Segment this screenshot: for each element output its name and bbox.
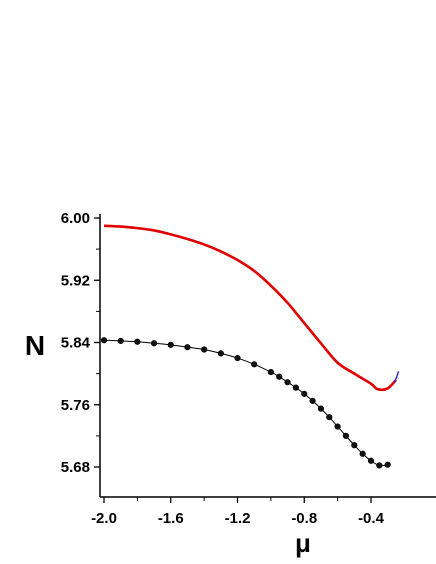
y-tick-label: 6.00 [61, 210, 90, 227]
curve-tail-segment [393, 371, 400, 383]
data-point-marker [359, 450, 366, 457]
data-point-marker [351, 442, 358, 449]
x-axis-title: μ [295, 528, 311, 558]
y-tick-label: 5.84 [61, 335, 91, 352]
data-point-marker [276, 373, 283, 380]
data-point-marker [334, 423, 341, 430]
data-point-marker [376, 462, 383, 469]
data-point-marker [150, 340, 158, 347]
series-black-line [103, 339, 388, 467]
data-point-marker [367, 457, 375, 464]
data-point-marker [234, 354, 241, 362]
y-tick-label: 5.92 [61, 272, 90, 289]
data-point-marker [292, 384, 300, 391]
data-point-marker [267, 368, 274, 376]
x-tick-label: -0.4 [358, 510, 385, 527]
x-tick-label: -1.2 [225, 510, 251, 527]
data-point-marker [317, 405, 325, 412]
data-point-marker [201, 346, 208, 353]
data-point-marker [167, 341, 174, 348]
x-tick-label: -1.6 [158, 510, 184, 527]
data-point-marker [384, 461, 391, 468]
series-red-line [103, 224, 398, 391]
y-axis-title: N [25, 330, 45, 361]
data-point-marker [117, 337, 124, 345]
y-tick-label: 5.68 [61, 459, 90, 476]
data-point-marker [284, 379, 291, 386]
data-point-marker [301, 390, 308, 397]
data-point-marker [134, 338, 141, 345]
data-point-marker [342, 432, 350, 439]
y-tick-label: 5.76 [61, 397, 90, 414]
data-point-marker [251, 361, 258, 368]
data-point-marker [326, 414, 333, 421]
data-point-marker [217, 350, 224, 357]
data-point-marker [309, 397, 316, 404]
x-tick-label: -2.0 [91, 510, 117, 527]
data-point-marker [100, 337, 108, 344]
data-point-marker [184, 344, 191, 351]
x-tick-label: -0.8 [291, 510, 317, 527]
